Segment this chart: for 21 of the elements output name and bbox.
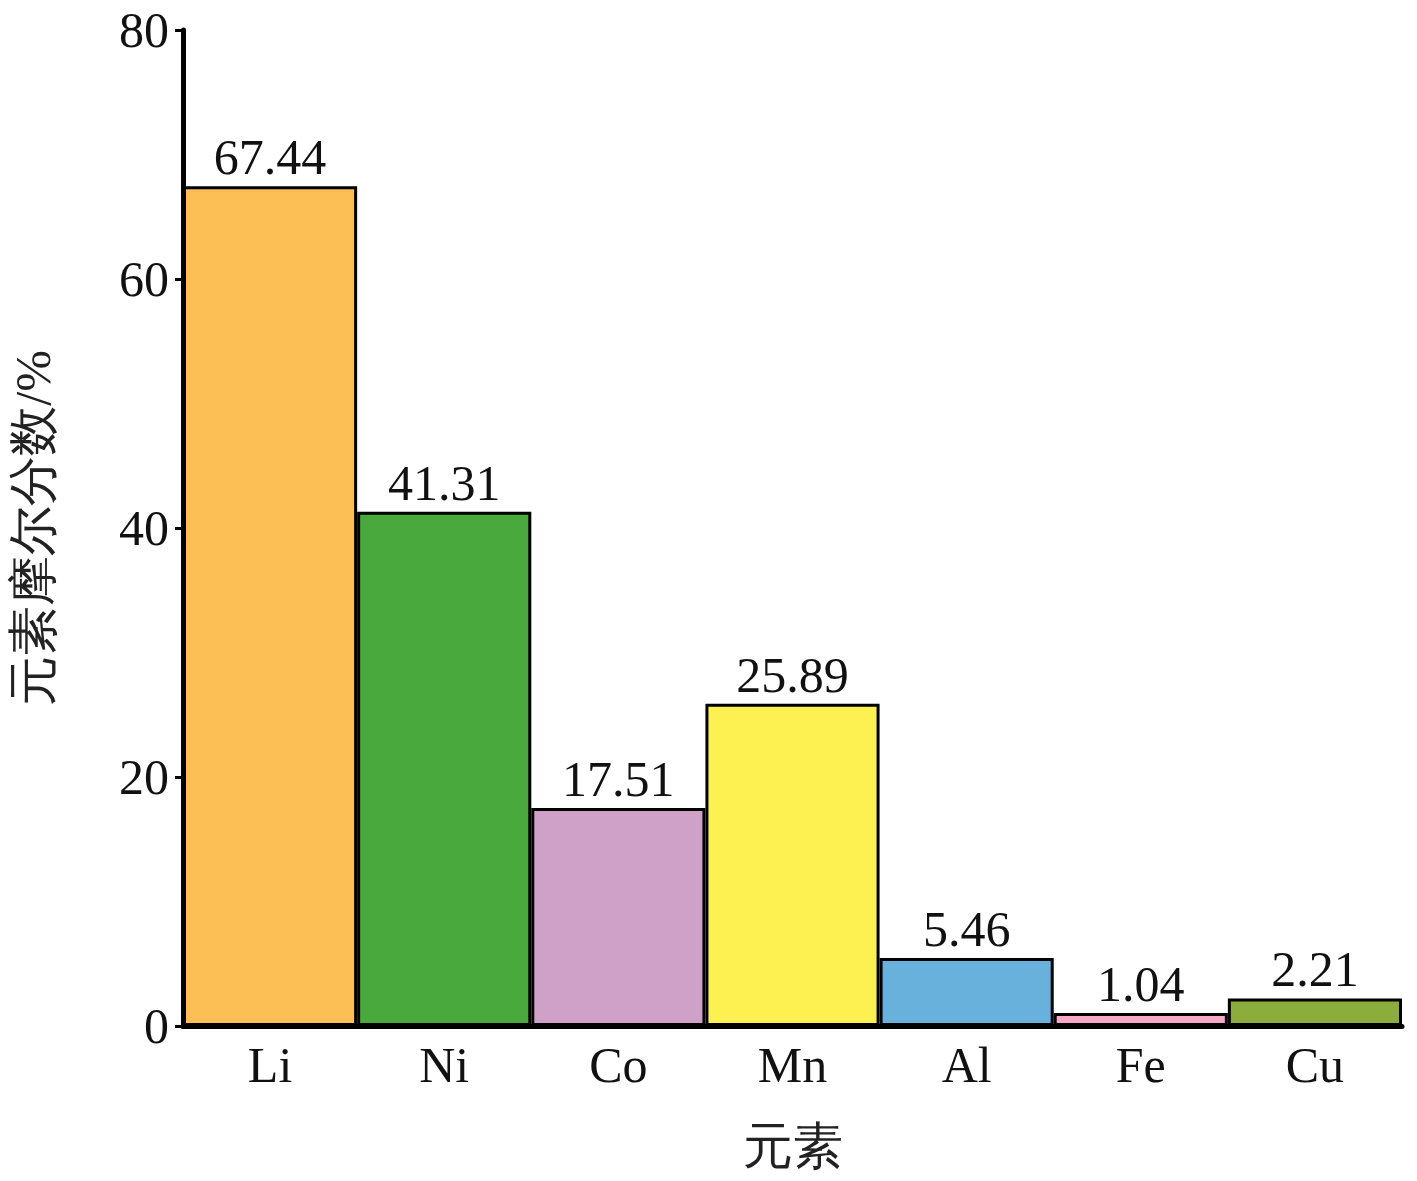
x-tick-label: Cu <box>1285 1037 1345 1093</box>
y-tick-label: 80 <box>119 2 169 58</box>
y-tick-label: 0 <box>144 998 169 1054</box>
y-tick-label: 40 <box>119 500 169 556</box>
data-label: 25.89 <box>736 646 849 703</box>
x-tick-label: Fe <box>1115 1037 1166 1093</box>
data-label: 41.31 <box>387 454 501 511</box>
x-tick-label: Al <box>941 1037 992 1093</box>
x-tick-label: Ni <box>419 1037 470 1093</box>
x-tick-label: Li <box>247 1037 293 1093</box>
y-axis-title: 元素摩尔分数/% <box>5 350 61 706</box>
data-label: 67.44 <box>213 129 327 186</box>
data-label: 17.51 <box>562 751 675 807</box>
x-tick-label: Mn <box>757 1037 828 1093</box>
x-tick-label: Co <box>589 1037 648 1093</box>
y-tick-label: 20 <box>119 749 169 805</box>
data-label: 5.46 <box>922 901 1011 958</box>
data-label: 1.04 <box>1097 956 1185 1013</box>
x-axis-title: 元素 <box>742 1118 843 1174</box>
y-tick-label: 60 <box>119 251 169 307</box>
data-label: 2.21 <box>1271 941 1359 998</box>
